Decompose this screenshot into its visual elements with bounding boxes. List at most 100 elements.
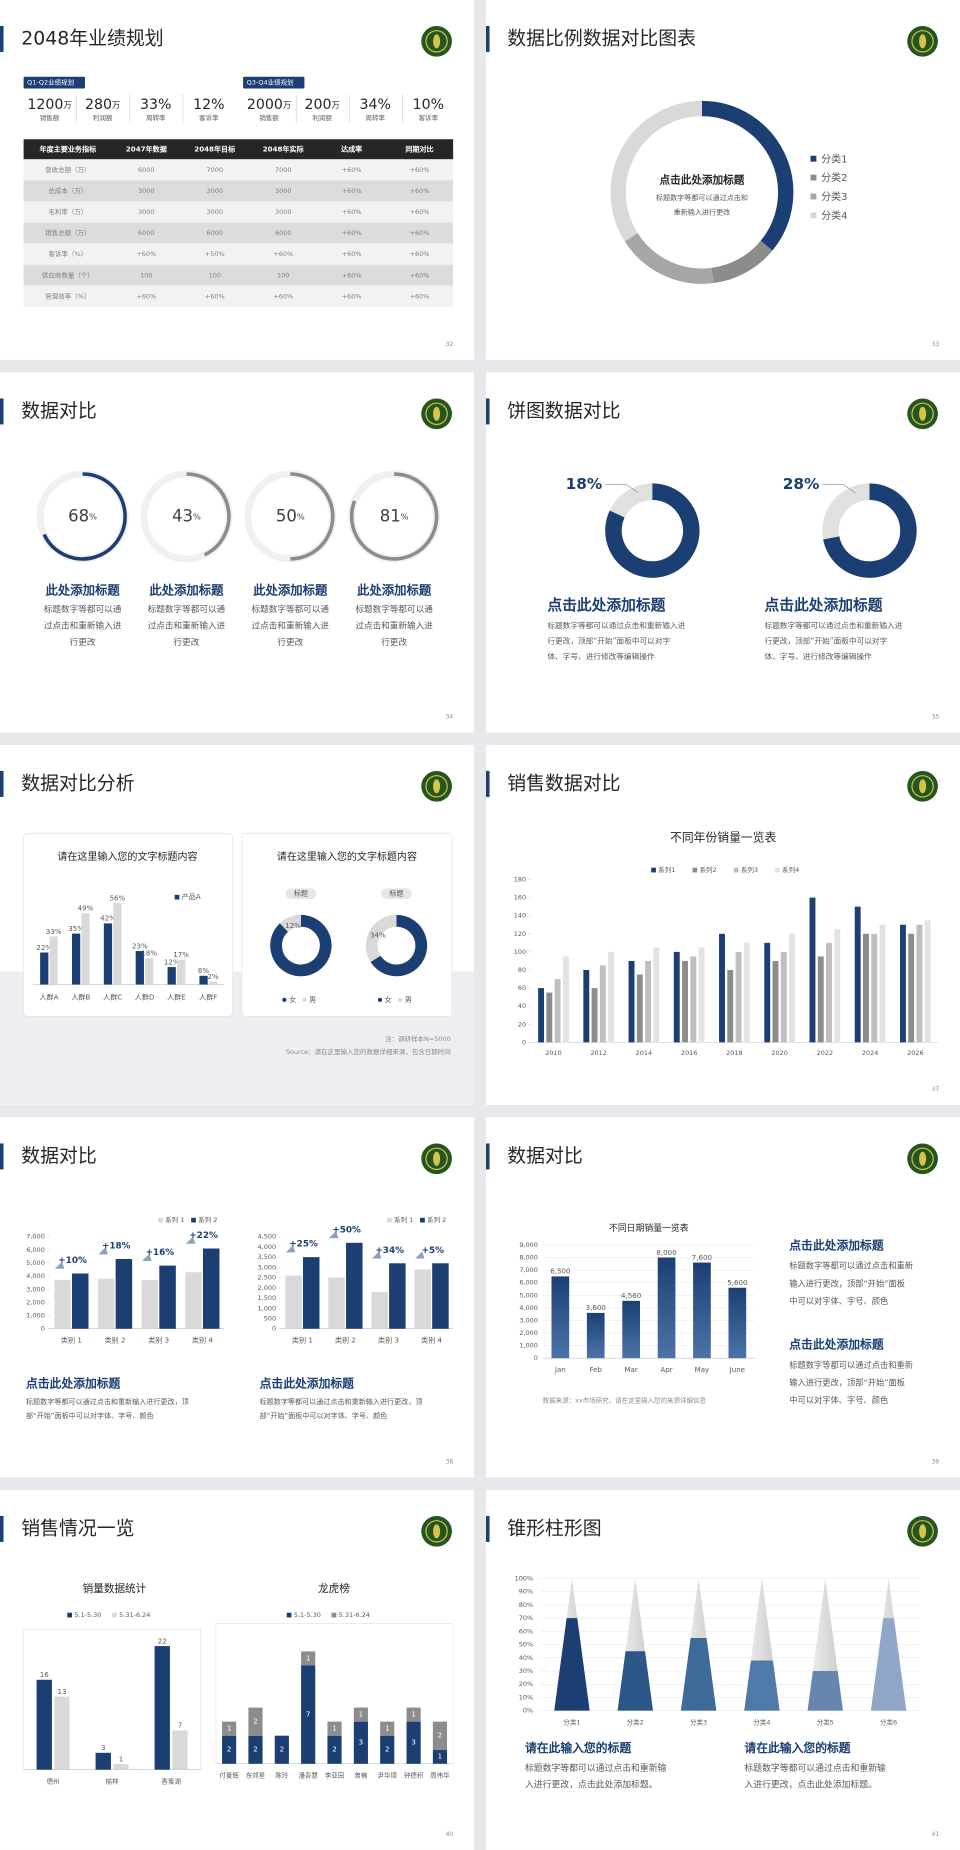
y-tick-label: 5,000 — [26, 1259, 45, 1267]
kpi-unit: 万 — [112, 100, 120, 110]
kpi-value: 2000万 — [247, 97, 291, 113]
legend-label: 分类4 — [821, 209, 847, 222]
bar — [764, 942, 771, 1043]
x-tick-label: 2026 — [907, 1049, 924, 1057]
cone — [554, 1618, 590, 1711]
table-cell: +60% — [136, 250, 156, 258]
x-tick-label: 陈玲 — [275, 1771, 288, 1780]
x-tick-label: 类别 3 — [148, 1336, 169, 1345]
tag — [285, 888, 317, 899]
table-cell: +60% — [410, 292, 430, 300]
y-tick-label: 10% — [519, 1693, 533, 1701]
bar — [432, 1263, 449, 1329]
ring-text: 过点击和重新输入进 — [252, 620, 330, 632]
block-title: 点击此处添加标题 — [26, 1377, 121, 1391]
data-label: 18% — [141, 949, 157, 958]
ring-text: 过点击和重新输入进 — [44, 620, 122, 632]
donut-segment — [370, 914, 428, 977]
data-label: 2 — [332, 1745, 337, 1754]
table-cell: +60% — [136, 292, 156, 300]
bar — [49, 936, 58, 985]
block-text: 入进行更改，点击此处添加标题。 — [744, 1779, 877, 1791]
data-label: 3 — [411, 1738, 416, 1747]
x-tick-label: 榆林 — [106, 1776, 119, 1785]
data-label: 16 — [40, 1670, 50, 1679]
table-cell: +60% — [342, 208, 362, 216]
tag-text: Q1-Q2业绩规划 — [27, 78, 74, 87]
table-header: 年度主要业务指标 — [40, 144, 97, 153]
bar — [789, 933, 795, 1043]
slide: 饼图数据对比 35 18% 点击此处添加标题标题数字等都可以通过点击和重新输入进行更改… — [486, 372, 960, 733]
y-tick-label: 4,500 — [258, 1233, 277, 1241]
donut-segment — [610, 100, 703, 242]
bar — [159, 1265, 176, 1329]
kpi-unit: 万 — [332, 100, 340, 110]
chart-title: 请在这里输入您的文字标题内容 — [57, 850, 197, 863]
x-tick-label: 分类4 — [753, 1717, 770, 1726]
block-title: 请在此输入您的标题 — [744, 1741, 850, 1755]
kpi-value: 10% — [413, 97, 444, 113]
y-tick-label: 4,000 — [26, 1272, 45, 1280]
bar — [40, 952, 49, 985]
y-tick-label: 60 — [518, 984, 526, 992]
table-row-bg — [23, 159, 454, 181]
ring-title: 此处添加标题 — [253, 582, 328, 597]
logo-ring — [911, 1147, 934, 1171]
arrow-icon — [142, 1253, 152, 1261]
data-label: 2 — [227, 1745, 232, 1754]
table-header: 2047年数据 — [126, 144, 167, 153]
kpi-number: 200 — [304, 97, 331, 113]
donut-segment — [823, 483, 917, 578]
x-tick-label: Jan — [554, 1365, 566, 1374]
x-tick-label: 2018 — [726, 1049, 743, 1057]
x-tick-label: 类别 2 — [335, 1336, 356, 1345]
kpi-value: 34% — [360, 97, 391, 113]
legend-label: 系列 2 — [427, 1215, 446, 1224]
x-tick-label: 李亚田 — [325, 1771, 344, 1780]
y-tick-label: 40 — [518, 1002, 526, 1010]
y-tick-label: 1,000 — [258, 1304, 277, 1312]
x-tick-label: 曾楠 — [354, 1771, 367, 1780]
tag-text: Q3-Q4业绩规划 — [247, 78, 294, 87]
bar — [863, 933, 869, 1043]
table-cell: +60% — [410, 229, 430, 237]
x-tick-label: 东郊星 — [246, 1771, 266, 1780]
bar — [97, 1278, 115, 1329]
block-text: 标题数字等都可以通过点击和重新 — [789, 1360, 913, 1370]
ring-arc — [186, 472, 231, 557]
legend-label: 系列 1 — [165, 1215, 184, 1224]
legend-label: 5.1-5.30 — [74, 1611, 101, 1619]
bar — [682, 960, 688, 1043]
bar — [546, 992, 553, 1043]
block-text: 标题数字等都可以通过点击和重新输 — [525, 1762, 667, 1774]
table-cell: +60% — [205, 292, 225, 300]
bar — [538, 988, 545, 1043]
cone — [680, 1637, 717, 1711]
data-label: 1 — [411, 1710, 416, 1719]
data-label: 3 — [101, 1743, 106, 1752]
y-tick-label: 3,500 — [258, 1253, 277, 1261]
x-tick-label: 分类3 — [690, 1717, 707, 1726]
table-cell: 客诉率（%） — [49, 249, 88, 258]
logo-ring — [911, 30, 934, 53]
y-tick-label: 160 — [514, 894, 526, 902]
annotation: +22% — [189, 1231, 218, 1241]
x-tick-label: 2012 — [590, 1049, 607, 1057]
table-cell: 3000 — [275, 208, 292, 216]
tag — [381, 888, 412, 899]
y-tick-label: 120 — [514, 930, 526, 938]
table-cell: +60% — [410, 271, 430, 279]
kpi-label: 利润额 — [93, 113, 113, 122]
arrow-icon — [285, 1245, 296, 1253]
slide-title: 销售情况一览 — [21, 1517, 134, 1539]
table-row-bg — [23, 264, 454, 286]
bar — [599, 965, 606, 1043]
bar — [327, 1721, 342, 1736]
donut-segment — [609, 483, 653, 518]
data-label: 2 — [438, 1731, 443, 1740]
table-cell: 100 — [277, 271, 289, 279]
logo-mark — [919, 34, 927, 49]
bar — [562, 956, 569, 1043]
